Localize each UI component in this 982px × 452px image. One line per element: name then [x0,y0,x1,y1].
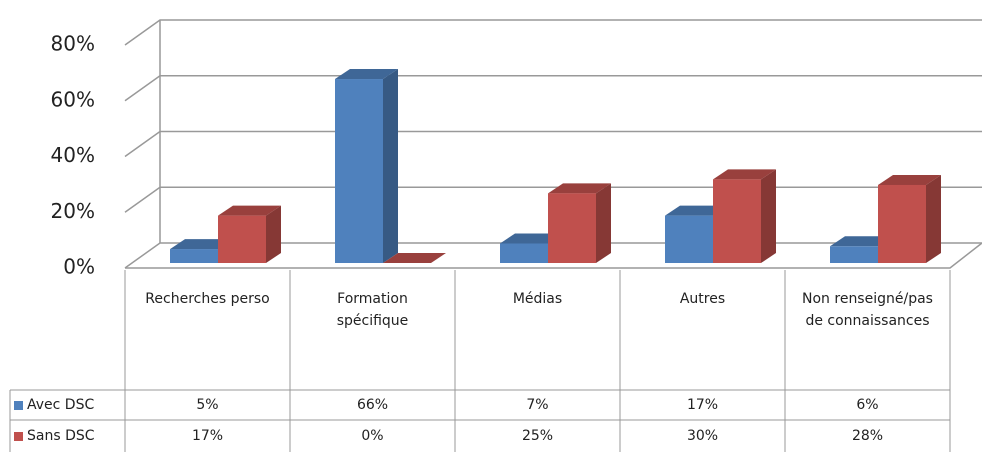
bar [830,246,878,263]
y-tick-label: 40% [51,143,95,167]
category-label: Formation spécifique [336,291,409,329]
y-tick-label: 60% [51,87,95,111]
legend-entry: Sans DSC [14,420,95,452]
floor [125,242,982,269]
category-label: Non renseigné/pas de connaissances [802,291,933,329]
bar-top [383,253,446,263]
legend-key [14,431,23,441]
category-label: Médias [512,291,563,307]
bar-top [830,236,893,247]
data-table-value: 17% [191,428,224,444]
data-table-value: 28% [851,428,884,444]
bar-top [170,239,233,250]
bar-top [335,69,398,80]
bar-top [548,183,611,194]
grid-line [124,75,982,102]
bar [218,215,266,263]
grid-line [124,130,982,158]
bar [500,243,548,263]
legend-key [14,400,23,410]
legend-entry: Avec DSC [14,390,94,420]
bar-top [878,174,941,185]
bar-side [926,174,941,263]
bar-side [596,183,611,263]
category-label: Autres [679,291,726,307]
legend-label: Avec DSC [27,397,95,413]
data-table-value: 7% [526,397,549,413]
bar-top [500,233,563,244]
y-tick-label: 0% [63,255,95,279]
bar-side [266,205,281,263]
bar-top [218,205,281,216]
bar [170,249,218,263]
data-table-value: 17% [686,397,719,413]
bar-side [761,169,776,263]
bar [713,179,761,263]
data-table-value: 6% [856,397,879,413]
category-label: Recherches perso [145,291,270,307]
bar-top [665,205,728,216]
bar-top [713,169,776,180]
data-table-value: 0% [361,428,384,444]
bar [665,215,713,263]
y-tick-label: 20% [51,199,95,223]
data-table-value: 30% [686,428,719,444]
y-tick-label: 80% [51,32,95,56]
bar-side [383,69,398,264]
grid-line [124,19,982,46]
bar [878,184,926,263]
data-table-value: 66% [356,397,389,413]
data-table-value: 5% [196,397,219,413]
bar [548,193,596,263]
legend-label: Sans DSC [27,428,95,444]
data-table-value: 25% [521,428,554,444]
bar [335,79,383,264]
